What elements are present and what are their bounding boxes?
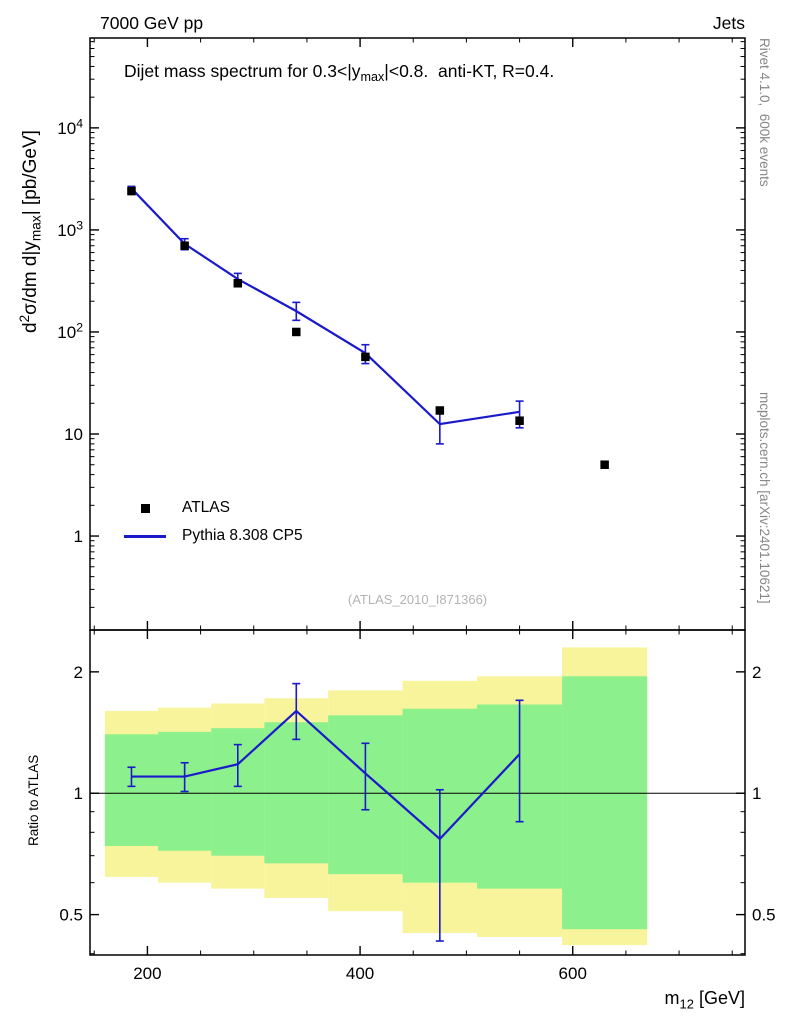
analysis-group-label: Jets xyxy=(712,13,745,33)
ratio-tick-label-left: 0.5 xyxy=(59,906,83,925)
ratio-tick-label-left: 2 xyxy=(74,663,83,682)
pythia-line-main xyxy=(127,185,524,445)
x-axis-label: m12 [GeV] xyxy=(665,988,745,1011)
y-tick-label: 1 xyxy=(74,527,83,546)
band-green-bin0 xyxy=(104,734,159,846)
mcplots-reference-note: mcplots.cern.ch [arXiv:2401.10621] xyxy=(757,392,772,604)
band-green-bin7 xyxy=(562,676,648,930)
ratio-tick-label-left: 1 xyxy=(74,784,83,803)
pythia-line-icon xyxy=(122,534,168,538)
ratio-axis-label: Ratio to ATLAS xyxy=(26,754,41,846)
x-tick-label: 400 xyxy=(346,964,374,983)
chart-title: Dijet mass spectrum for 0.3<|ymax|<0.8. … xyxy=(124,61,554,84)
beam-energy-label: 7000 GeV pp xyxy=(100,13,204,33)
atlas-points xyxy=(127,186,609,469)
y-axis-label: d2σ/dm d|ymax| [pb/GeV] xyxy=(17,130,44,333)
y-tick-label: 104 xyxy=(57,116,83,137)
ratio-panel-frame xyxy=(89,629,746,956)
y-tick-label: 102 xyxy=(57,320,83,341)
x-tick-label: 600 xyxy=(559,964,587,983)
ratio-tick-label-right: 2 xyxy=(752,663,761,682)
rivet-version-note: Rivet 4.1.0, 600k events xyxy=(757,38,772,187)
legend-item-atlas: ATLAS xyxy=(122,494,303,522)
legend-label-atlas: ATLAS xyxy=(182,499,230,516)
ratio-uncertainty-bands xyxy=(104,647,648,946)
analysis-id-watermark: (ATLAS_2010_I871366) xyxy=(347,592,488,607)
ratio-tick-label-right: 0.5 xyxy=(752,906,776,925)
y-tick-label: 10 xyxy=(64,425,83,444)
legend: ATLAS Pythia 8.308 CP5 xyxy=(122,494,303,550)
ratio-tick-label-right: 1 xyxy=(752,784,761,803)
x-tick-label: 200 xyxy=(133,964,161,983)
ratio-line xyxy=(127,682,524,942)
legend-item-pythia: Pythia 8.308 CP5 xyxy=(122,522,303,550)
legend-label-pythia: Pythia 8.308 CP5 xyxy=(182,527,303,544)
atlas-marker-icon xyxy=(122,503,168,513)
y-tick-label: 103 xyxy=(57,218,83,239)
